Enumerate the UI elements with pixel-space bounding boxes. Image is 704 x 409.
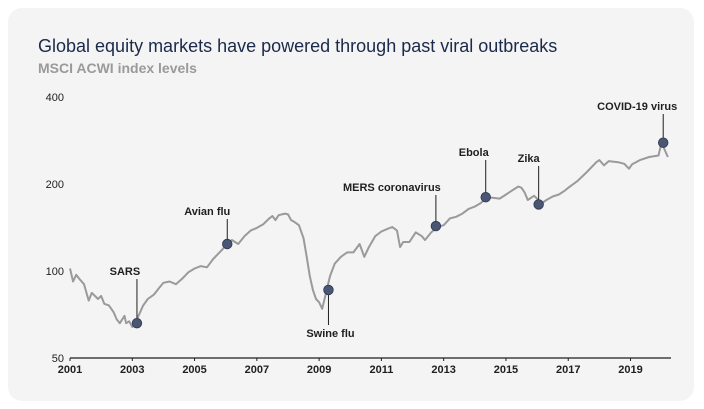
annotation-label-mers-coronavirus: MERS coronavirus xyxy=(343,182,441,194)
annotation-label-ebola: Ebola xyxy=(459,147,490,159)
x-tick-label: 2011 xyxy=(369,364,393,376)
annotation-label-covid-19-virus: COVID-19 virus xyxy=(597,101,677,113)
x-tick-label: 2019 xyxy=(618,364,642,376)
y-tick-label: 400 xyxy=(46,92,64,104)
annotation-marker-ebola xyxy=(480,192,491,203)
x-tick-label: 2013 xyxy=(431,364,455,376)
annotation-label-sars: SARS xyxy=(110,266,141,278)
annotation-label-swine-flu: Swine flu xyxy=(306,328,354,340)
chart-subtitle: MSCI ACWI index levels xyxy=(38,60,197,76)
x-tick-label: 2003 xyxy=(120,364,144,376)
series-line xyxy=(69,140,669,328)
annotation-marker-sars xyxy=(131,317,143,329)
annotation-marker-swine-flu xyxy=(323,284,334,296)
x-tick-label: 2017 xyxy=(556,364,580,376)
x-tick-label: 2015 xyxy=(494,364,518,376)
y-tick-label: 100 xyxy=(46,266,64,278)
x-tick-label: 2007 xyxy=(245,364,269,376)
chart-card xyxy=(8,8,694,401)
y-tick-label: 200 xyxy=(46,179,64,191)
y-tick-label: 50 xyxy=(52,353,64,365)
x-tick-label: 2005 xyxy=(182,364,206,376)
annotation-label-zika: Zika xyxy=(518,153,541,165)
chart-title: Global equity markets have powered throu… xyxy=(38,36,558,56)
x-tick-label: 2001 xyxy=(58,364,82,376)
x-tick-label: 2009 xyxy=(307,364,331,376)
annotation-marker-avian-flu xyxy=(222,238,233,250)
annotation-marker-covid-19-virus xyxy=(658,137,669,148)
annotation-marker-zika xyxy=(533,199,544,210)
annotation-marker-mers-coronavirus xyxy=(430,220,442,232)
annotation-label-avian-flu: Avian flu xyxy=(184,206,230,218)
